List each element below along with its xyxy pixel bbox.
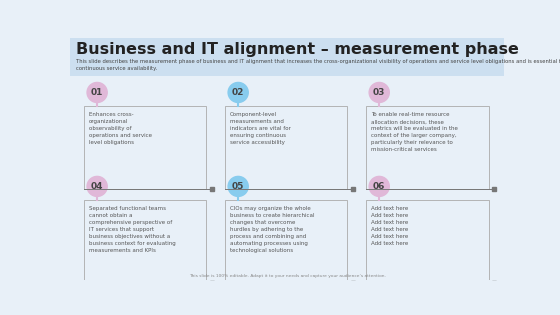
FancyBboxPatch shape [84,200,207,284]
FancyBboxPatch shape [84,106,207,190]
Text: Component-level
measurements and
indicators are vital for
ensuring continuous
se: Component-level measurements and indicat… [230,112,291,146]
Text: 03: 03 [373,88,385,97]
Circle shape [228,176,248,197]
Text: This slide describes the measurement phase of business and IT alignment that inc: This slide describes the measurement pha… [76,59,560,71]
FancyBboxPatch shape [366,200,488,284]
Text: To enable real-time resource
allocation decisions, these
metrics will be evaluat: To enable real-time resource allocation … [371,112,458,152]
Text: 02: 02 [232,88,244,97]
Text: Enhances cross-
organizational
observability of
operations and service
level obl: Enhances cross- organizational observabi… [88,112,152,146]
Circle shape [228,83,248,102]
Circle shape [369,176,389,197]
Circle shape [369,83,389,102]
FancyBboxPatch shape [225,200,347,284]
Text: CIOs may organize the whole
business to create hierarchical
changes that overcom: CIOs may organize the whole business to … [230,206,314,254]
FancyBboxPatch shape [366,106,488,190]
FancyBboxPatch shape [225,106,347,190]
Text: 04: 04 [91,182,104,191]
Text: 01: 01 [91,88,103,97]
Text: Add text here
Add text here
Add text here
Add text here
Add text here
Add text h: Add text here Add text here Add text her… [371,206,408,246]
Circle shape [87,176,107,197]
Circle shape [87,83,107,102]
Text: This slide is 100% editable. Adapt it to your needs and capture your audience’s : This slide is 100% editable. Adapt it to… [189,274,385,278]
Text: Separated functional teams
cannot obtain a
comprehensive perspective of
IT servi: Separated functional teams cannot obtain… [88,206,175,254]
Text: 06: 06 [373,182,385,191]
Text: 05: 05 [232,182,244,191]
Text: Business and IT alignment – measurement phase: Business and IT alignment – measurement … [76,42,519,57]
FancyBboxPatch shape [70,38,504,76]
